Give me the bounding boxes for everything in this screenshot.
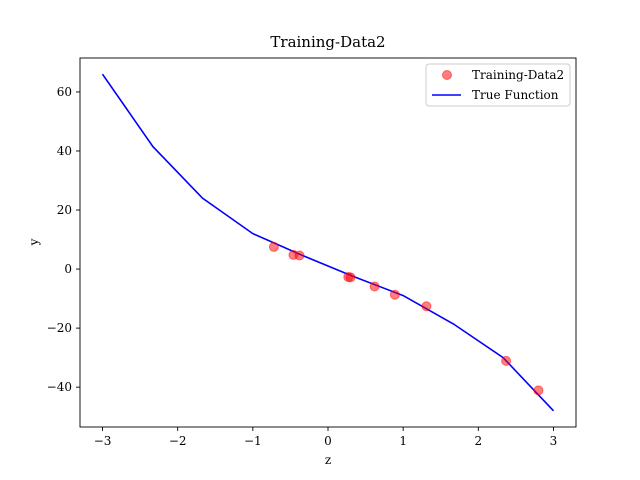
legend-box	[425, 63, 571, 107]
training-data-point	[294, 250, 305, 261]
legend-label-scatter: Training-Data2	[472, 68, 564, 82]
x-tick-label: −3	[94, 434, 112, 448]
legend-label-line: True Function	[472, 88, 559, 102]
legend: Training-Data2 True Function	[425, 63, 571, 107]
chart-title: Training-Data2	[270, 33, 385, 51]
y-tick-label: 0	[64, 262, 72, 276]
axis-ticks: −3 −2 −1 0 1 2 3 −40 −20 0 20 40 60	[47, 85, 558, 448]
x-tick-label: −2	[169, 434, 187, 448]
x-tick-label: 1	[399, 434, 407, 448]
x-tick-label: 0	[324, 434, 332, 448]
y-tick-label: −20	[47, 321, 72, 335]
true-function-line	[101, 73, 555, 412]
x-tick-label: 2	[474, 434, 482, 448]
x-axis-label: z	[325, 453, 331, 467]
legend-marker-scatter	[442, 70, 452, 80]
y-axis-label: y	[27, 238, 41, 246]
training-data-point	[369, 281, 380, 292]
scatter-points-layer	[268, 241, 544, 396]
y-tick-label: 60	[57, 85, 72, 99]
line-series-layer	[101, 73, 555, 412]
training-data-point	[268, 241, 279, 252]
plot-area	[79, 57, 577, 428]
y-tick-label: −40	[47, 380, 72, 394]
y-tick-label: 40	[57, 144, 72, 158]
training-data-point	[389, 289, 400, 300]
training-data-point	[345, 272, 356, 283]
training-data-point	[501, 355, 512, 366]
training-data-point	[533, 385, 544, 396]
x-tick-label: −1	[244, 434, 262, 448]
y-tick-label: 20	[57, 203, 72, 217]
x-tick-label: 3	[550, 434, 558, 448]
training-data-point	[421, 301, 432, 312]
